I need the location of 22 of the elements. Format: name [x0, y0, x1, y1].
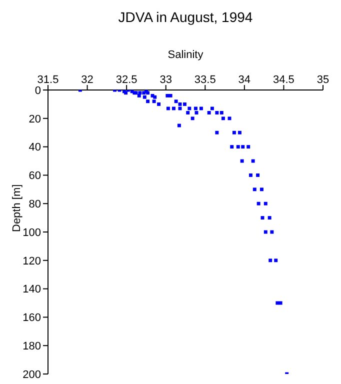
- x-tick-label: 33.5: [194, 74, 216, 86]
- y-tick-label: 200: [22, 368, 41, 381]
- x-tick-label: 31.5: [37, 74, 59, 86]
- x-tick-label: 34.5: [273, 74, 294, 86]
- y-axis-title: Depth [m]: [10, 184, 23, 232]
- y-tick-label: 80: [28, 198, 41, 211]
- x-tick-label: 33: [160, 74, 172, 86]
- chart-title: JDVA in August, 1994: [117, 8, 254, 27]
- x-tick-label: 35: [316, 74, 330, 86]
- y-tick-label: 120: [22, 255, 41, 268]
- y-tick-label: 40: [28, 142, 41, 154]
- x-tick-label: 34: [238, 74, 251, 86]
- y-tick-label: 60: [28, 170, 41, 182]
- x-tick-label: 32: [81, 74, 94, 86]
- y-tick-label: 100: [22, 226, 41, 239]
- y-tick-label: 180: [22, 340, 41, 353]
- y-tick-label: 160: [22, 312, 41, 324]
- y-tick-label: 140: [22, 284, 41, 296]
- y-tick-label: 0: [34, 84, 41, 97]
- y-tick-label: 20: [28, 113, 41, 126]
- x-tick-label: 32.5: [116, 74, 138, 86]
- x-axis-title: Salinity: [168, 48, 204, 61]
